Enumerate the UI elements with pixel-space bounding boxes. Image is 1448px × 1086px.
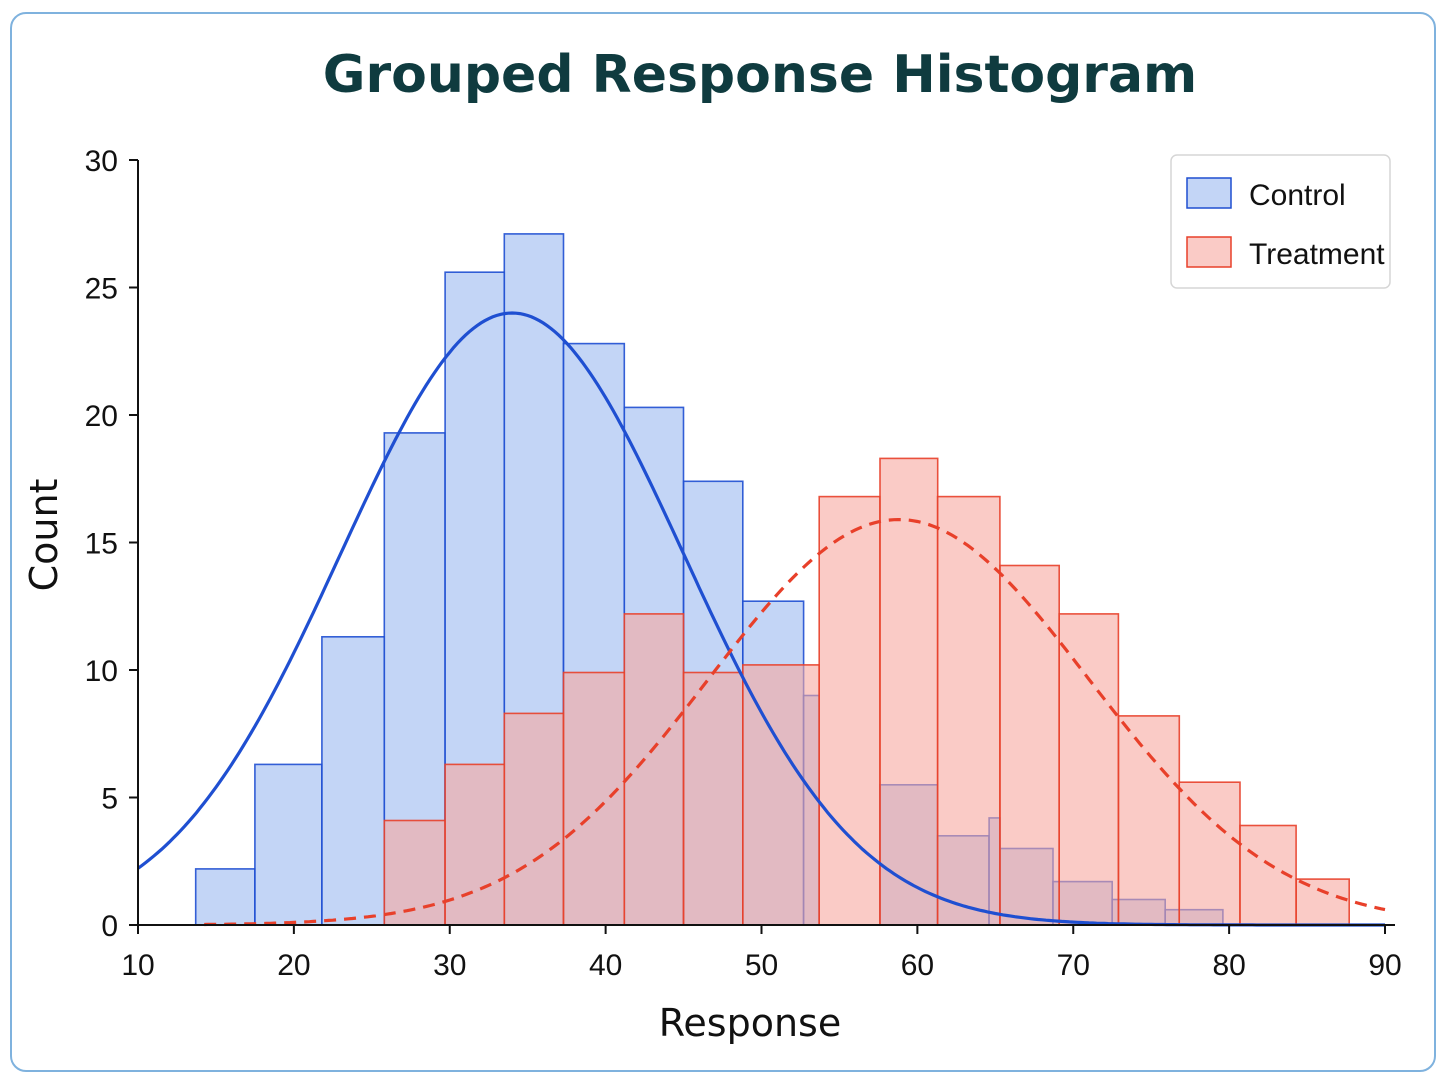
y-tick-label-25: 25 bbox=[85, 273, 118, 306]
treatment-bar-11 bbox=[1058, 613, 1120, 926]
x-tick-label-70: 70 bbox=[1057, 949, 1090, 982]
y-tick-label-30: 30 bbox=[85, 145, 118, 178]
treatment-bar-4 bbox=[623, 613, 685, 926]
control-bar-1 bbox=[254, 763, 323, 926]
treatment-bar-13 bbox=[1178, 781, 1241, 926]
y-tick-label-20: 20 bbox=[85, 400, 118, 433]
legend-label-control: Control bbox=[1249, 179, 1346, 212]
treatment-bar-6 bbox=[741, 664, 820, 926]
legend-label-treatment: Treatment bbox=[1249, 238, 1385, 271]
y-tick-label-15: 15 bbox=[85, 528, 118, 561]
control-bar-0 bbox=[194, 868, 256, 926]
x-axis-label: Response bbox=[659, 1001, 842, 1045]
control-bar-2 bbox=[321, 635, 386, 926]
x-tick-label-20: 20 bbox=[277, 949, 310, 982]
treatment-bar-3 bbox=[562, 671, 626, 926]
y-axis-label: Count bbox=[22, 479, 66, 592]
y-tick-label-10: 10 bbox=[85, 655, 118, 688]
x-tick-label-40: 40 bbox=[589, 949, 622, 982]
treatment-bar-1 bbox=[444, 763, 506, 926]
legend-swatch-treatment bbox=[1186, 236, 1232, 268]
treatment-bar-8 bbox=[879, 457, 939, 926]
treatment-bar-7 bbox=[818, 495, 881, 926]
axes: 10 20 30 40 50 60 70 80 90 0 5 10 15 20 25 30 bbox=[85, 145, 1402, 982]
legend-swatch-control bbox=[1186, 177, 1232, 209]
x-tick-label-60: 60 bbox=[901, 949, 934, 982]
treatment-density-curve bbox=[204, 518, 1386, 927]
treatment-bar-15 bbox=[1295, 878, 1350, 926]
chart-title: Grouped Response Histogram bbox=[323, 45, 1197, 105]
x-tick-label-90: 90 bbox=[1368, 949, 1401, 982]
x-tick-label-80: 80 bbox=[1212, 949, 1245, 982]
treatment-bar-12 bbox=[1117, 715, 1181, 926]
y-tick-label-0: 0 bbox=[101, 910, 118, 943]
treatment-bar-9 bbox=[936, 495, 1001, 926]
treatment-bar-5 bbox=[682, 671, 744, 926]
legend: Control Treatment bbox=[1170, 154, 1391, 289]
x-tick-label-10: 10 bbox=[121, 949, 154, 982]
y-tick-label-5: 5 bbox=[101, 783, 118, 816]
treatment-bar-2 bbox=[503, 712, 565, 926]
treatment-bar-10 bbox=[999, 564, 1061, 926]
x-tick-label-30: 30 bbox=[433, 949, 466, 982]
x-tick-label-50: 50 bbox=[745, 949, 778, 982]
treatment-bars bbox=[383, 457, 1350, 926]
